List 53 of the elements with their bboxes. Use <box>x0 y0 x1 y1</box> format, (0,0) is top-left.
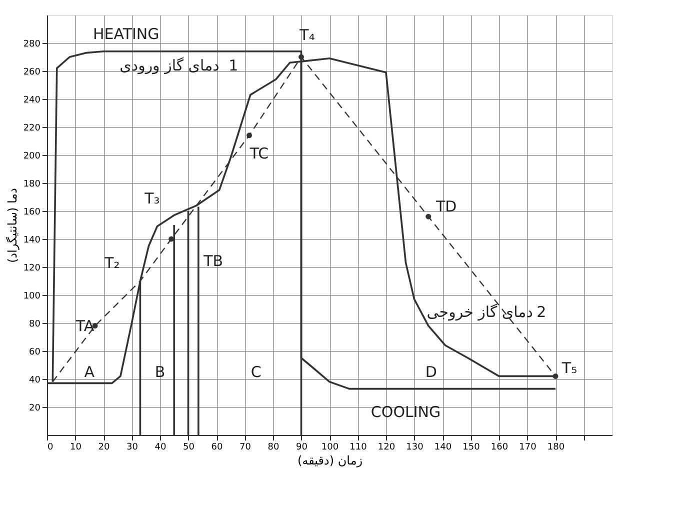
x-tick-label: 110 <box>350 442 368 452</box>
annotation: HEATING <box>92 24 160 43</box>
annotation: C <box>250 363 262 381</box>
x-tick-label: 80 <box>268 442 280 452</box>
x-tick-label: 50 <box>183 442 195 452</box>
x-tick-label: 20 <box>98 442 110 452</box>
annotation: دمای گاز ورودی <box>120 56 220 74</box>
x-tick-label: 140 <box>434 442 452 452</box>
x-axis-title: زمان (دقیقه) <box>297 454 363 468</box>
y-tick-label: 60 <box>29 348 41 358</box>
annotation: TB <box>202 252 224 270</box>
x-tick-label: 10 <box>70 442 82 452</box>
annotation: دمای گاز خروجی <box>426 302 533 321</box>
y-tick-label: 220 <box>23 124 41 134</box>
y-tick-label: 80 <box>29 320 41 330</box>
y-tick-label: 260 <box>23 68 41 78</box>
x-tick-label: 30 <box>126 442 138 452</box>
x-tick-label: 120 <box>378 442 396 452</box>
y-tick-label: 240 <box>23 96 41 106</box>
y-tick-label: 160 <box>23 208 41 218</box>
annotation: T₅ <box>560 359 578 378</box>
annotation: TD <box>435 198 457 216</box>
annotation: T₂ <box>104 254 120 272</box>
annotation: TC <box>248 144 269 162</box>
x-tick-label: 100 <box>321 442 339 452</box>
y-tick-label: 20 <box>29 404 41 414</box>
x-tick-label: 160 <box>490 442 508 452</box>
x-tick-label: 180 <box>547 442 565 452</box>
annotation: A <box>84 363 96 381</box>
x-tick-label: 170 <box>519 442 537 452</box>
y-tick-label: 200 <box>23 152 41 162</box>
annotation: 1 <box>228 56 238 74</box>
y-tick-label: 40 <box>29 376 41 386</box>
annotation: 2 <box>536 302 546 321</box>
x-tick-label: 40 <box>154 442 166 452</box>
x-tick-label: 150 <box>462 442 480 452</box>
x-tick-label: 70 <box>240 442 252 452</box>
y-tick-label: 120 <box>23 264 41 274</box>
annotation: D <box>425 363 437 381</box>
y-axis-title: دما (سانتیگراد) <box>5 188 20 263</box>
x-tick-label: 60 <box>211 442 223 452</box>
annotation: TA <box>74 316 95 335</box>
annotation: COOLING <box>370 402 441 421</box>
y-tick-label: 180 <box>23 180 41 190</box>
x-tick-label: 90 <box>296 442 308 452</box>
annotation: T₃ <box>144 189 160 208</box>
x-tick-label: 130 <box>406 442 424 452</box>
x-tick-label: 0 <box>48 442 54 452</box>
y-tick-label: 280 <box>23 40 41 50</box>
annotation: B <box>154 363 166 381</box>
y-tick-label: 140 <box>23 236 41 246</box>
y-tick-label: 100 <box>23 292 41 302</box>
annotation: T₄ <box>298 26 315 44</box>
